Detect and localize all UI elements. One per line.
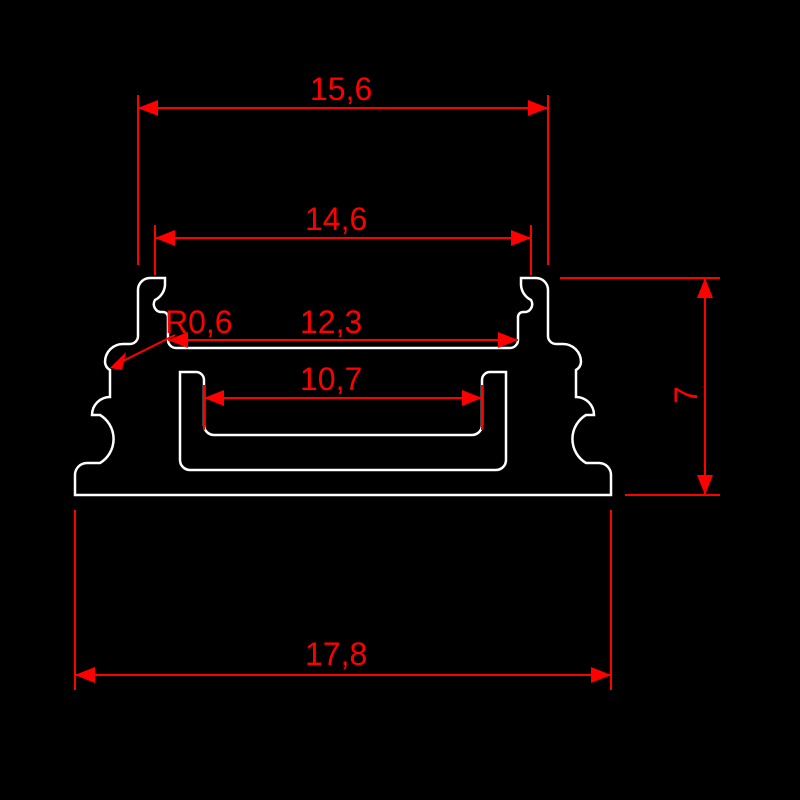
cad-drawing: 15,6 14,6 R0,6 12,3 10,7 17,8 7 xyxy=(0,0,800,800)
dim-label: 17,8 xyxy=(305,636,367,672)
dimension-radius: R0,6 xyxy=(110,304,233,370)
dim-label: 15,6 xyxy=(310,71,372,107)
dim-label: 7 xyxy=(668,386,704,404)
dimension-14-6: 14,6 xyxy=(155,201,531,275)
dim-label: 12,3 xyxy=(300,304,362,340)
dimension-10-7: 10,7 xyxy=(204,361,482,430)
dim-label: 14,6 xyxy=(305,201,367,237)
dimension-bottom-17-8: 17,8 xyxy=(75,510,611,690)
dim-label: 10,7 xyxy=(300,361,362,397)
dim-label: R0,6 xyxy=(165,304,233,340)
